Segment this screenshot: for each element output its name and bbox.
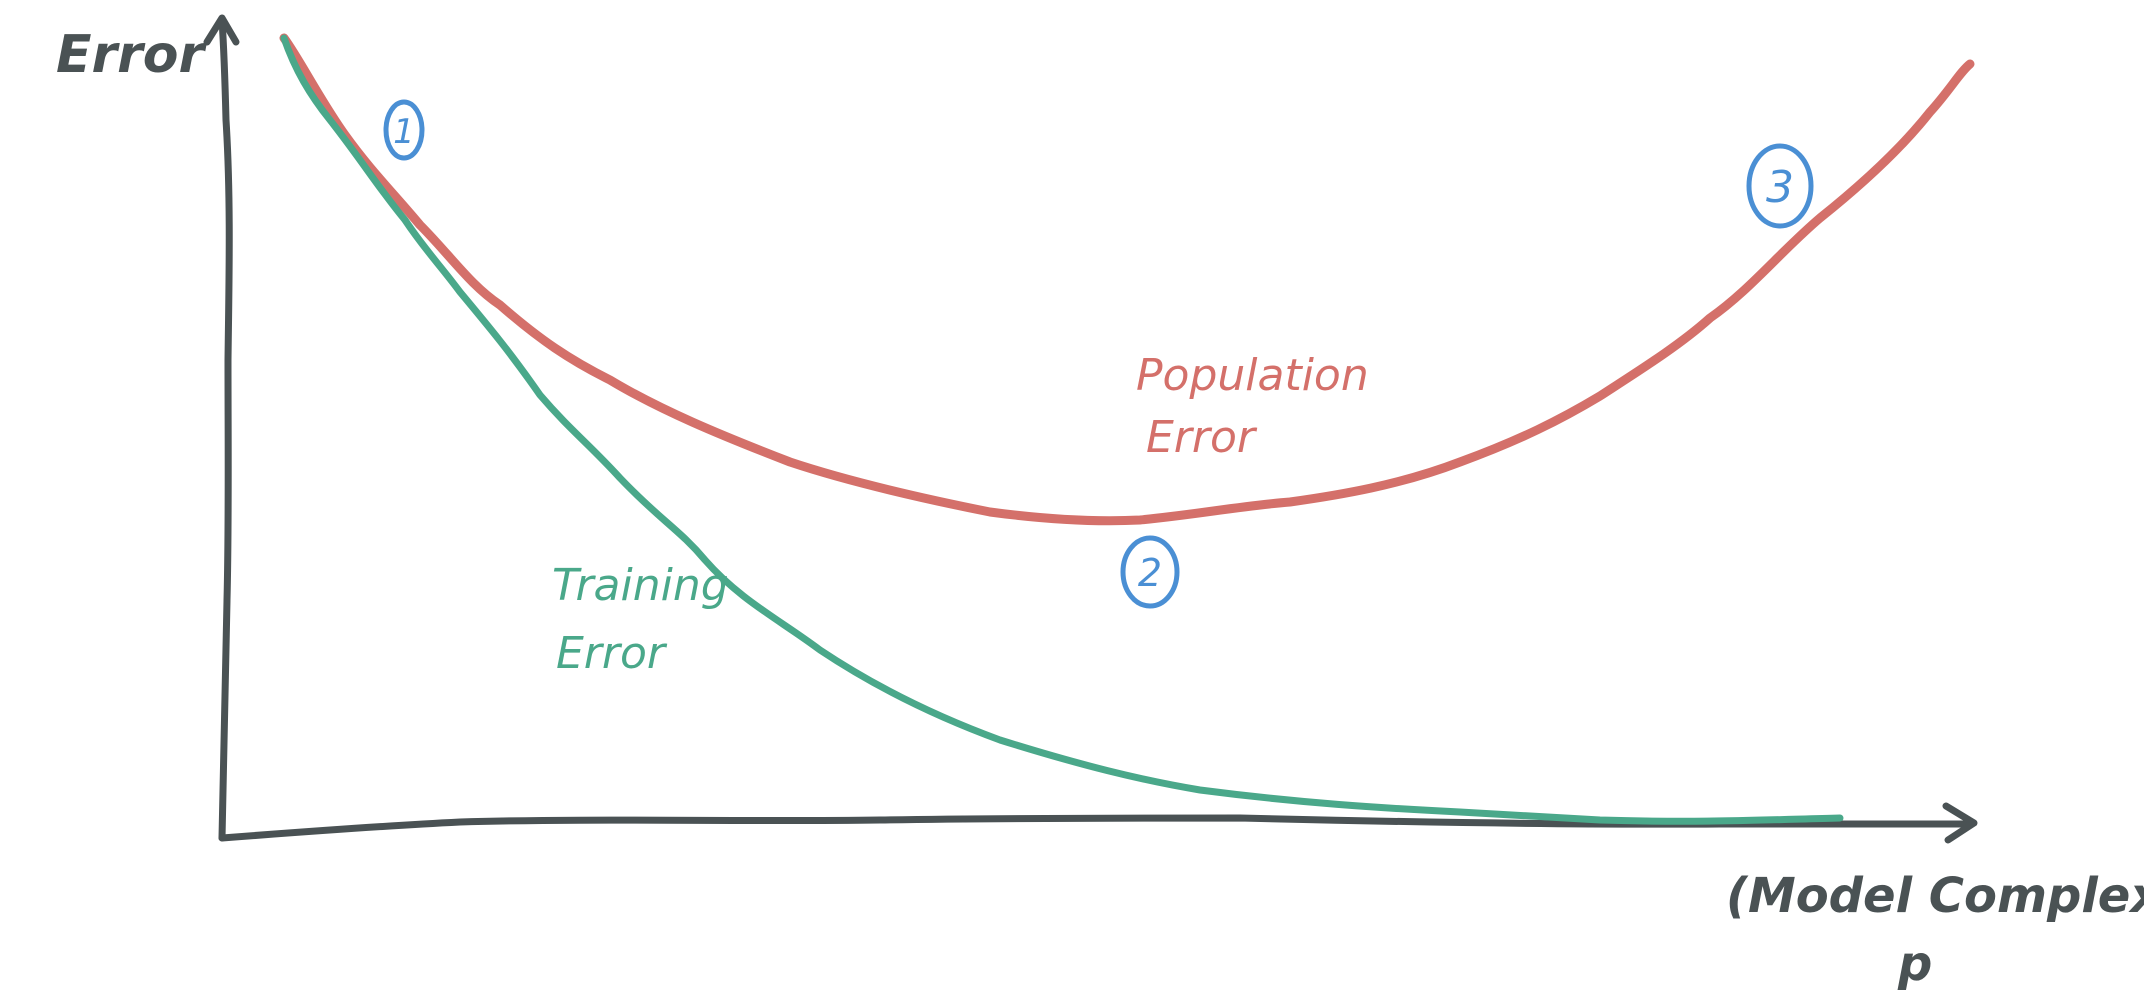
x-axis-arrowhead xyxy=(1942,802,1978,844)
population-error-curve xyxy=(279,33,1975,526)
y-axis-arrowhead xyxy=(203,14,240,46)
training-error-label-line2: Error xyxy=(556,628,668,679)
training-error-curve xyxy=(280,34,1844,825)
marker-2-label: 2 xyxy=(1138,551,1162,595)
training-error-label-line1: Training xyxy=(552,560,729,611)
population-error-label-line2: Error xyxy=(1146,412,1258,463)
x-axis-label: (Model Complexity) xyxy=(1726,868,2144,924)
y-axis-label: Error xyxy=(56,25,208,85)
y-axis-line xyxy=(218,16,233,842)
marker-1: 1 xyxy=(383,99,425,161)
marker-2-circle xyxy=(1120,535,1180,609)
marker-2: 2 xyxy=(1120,535,1180,609)
x-axis-sublabel: p xyxy=(1897,936,1932,992)
marker-3-circle xyxy=(1746,143,1814,229)
population-error-label-line1: Population xyxy=(1136,350,1369,401)
marker-1-circle xyxy=(383,99,425,161)
y-axis xyxy=(203,14,240,842)
marker-1-label: 1 xyxy=(393,112,415,152)
marker-3: 3 xyxy=(1746,143,1814,229)
marker-3-label: 3 xyxy=(1766,162,1794,213)
